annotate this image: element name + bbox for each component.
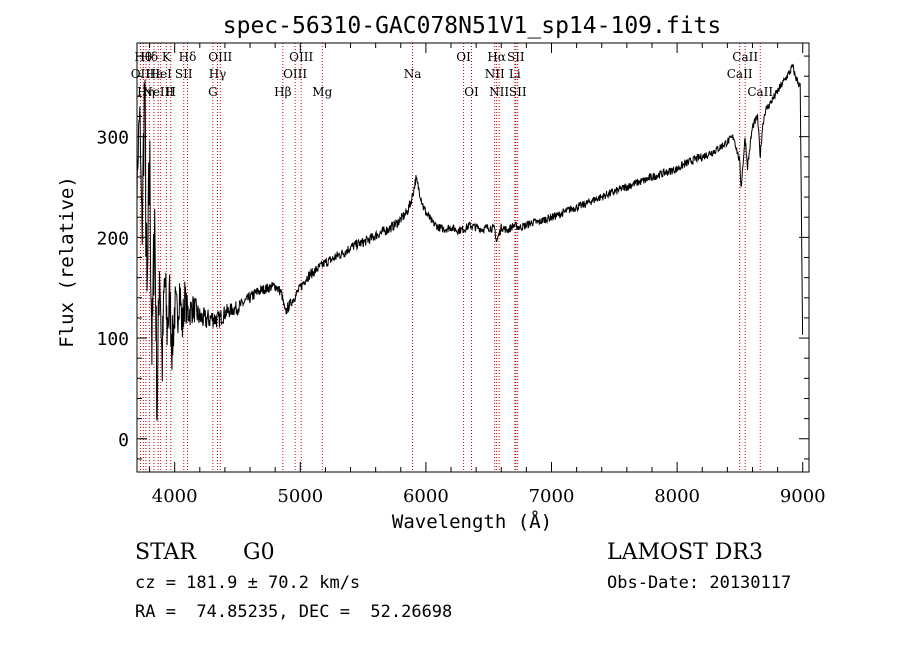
object-subclass: G0 <box>243 540 275 565</box>
line-marker-label-17: Mg <box>312 85 332 99</box>
spectral-line-markers <box>139 43 761 472</box>
ra-dec-coordinates: RA = 74.85235, DEC = 52.26698 <box>135 602 453 622</box>
line-marker-label-25: SII <box>507 50 525 64</box>
line-marker-label-22: Hα <box>487 50 506 64</box>
object-class: STAR <box>135 540 196 565</box>
x-axis-ticks: 4000 5000 6000 7000 8000 9000 <box>149 43 826 507</box>
line-marker-label-29: CaII <box>747 85 773 99</box>
line-marker-label-6: HeI <box>150 67 173 81</box>
line-marker-label-2: Hη <box>137 85 155 99</box>
line-marker-label-27: CaII <box>727 67 753 81</box>
line-marker-label-8: H <box>166 85 176 99</box>
line-marker-label-18: Na <box>404 67 422 81</box>
line-marker-label-20: OI <box>464 85 479 99</box>
flux-line <box>136 63 804 421</box>
y-tick-label-1: 100 <box>96 329 129 350</box>
line-marker-label-9: SII <box>175 67 193 81</box>
x-tick-label-3: 7000 <box>529 486 575 507</box>
x-tick-label-0: 4000 <box>152 486 198 507</box>
y-axis-ticks: 0 100 200 300 <box>96 55 809 460</box>
line-marker-label-1: Hθ <box>134 50 152 64</box>
y-tick-label-2: 200 <box>96 228 129 249</box>
line-marker-label-4: Hε <box>146 67 163 81</box>
line-marker-label-24: Li <box>509 67 521 81</box>
line-marker-label-13: OIII <box>208 50 232 64</box>
line-marker-label-0: OII <box>131 67 151 81</box>
y-tick-label-0: 0 <box>118 430 129 451</box>
line-marker-label-12: Hγ <box>209 67 227 81</box>
x-tick-label-4: 8000 <box>654 486 700 507</box>
line-marker-label-5: NeIII <box>142 85 174 99</box>
line-marker-label-19: OI <box>456 50 471 64</box>
y-tick-label-3: 300 <box>96 128 129 149</box>
line-marker-label-23: NII <box>489 85 509 99</box>
line-marker-label-15: OIII <box>283 67 307 81</box>
line-marker-label-21: NII <box>485 67 505 81</box>
line-marker-label-26: SII <box>509 85 527 99</box>
survey-name: LAMOST DR3 <box>607 540 763 565</box>
observation-date: Obs-Date: 20130117 <box>607 573 792 593</box>
line-marker-label-10: Hδ <box>179 50 197 64</box>
chart-title: spec-56310-GAC078N51V1_sp14-109.fits <box>223 13 722 39</box>
y-axis-label: Flux (relative) <box>56 176 78 348</box>
flux-series <box>136 63 804 421</box>
redshift-cz: cz = 181.9 ± 70.2 km/s <box>135 573 361 593</box>
spectral-line-labels: OII Hθ Hη Hδ Hε NeIII HeI K H SII Hδ G Hγ OIII Hβ OIII O… <box>131 50 774 99</box>
line-marker-label-3: Hδ <box>140 50 158 64</box>
line-marker-label-16: OIII <box>289 50 313 64</box>
line-marker-label-7: K <box>162 50 172 64</box>
line-marker-label-11: G <box>208 85 218 99</box>
x-tick-label-1: 5000 <box>277 486 323 507</box>
plot-frame <box>136 42 810 473</box>
x-tick-label-2: 6000 <box>403 486 449 507</box>
x-tick-label-5: 9000 <box>780 486 826 507</box>
line-marker-label-28: CaII <box>732 50 758 64</box>
x-axis-label: Wavelength (Å) <box>392 510 552 533</box>
line-marker-label-14: Hβ <box>274 85 291 99</box>
